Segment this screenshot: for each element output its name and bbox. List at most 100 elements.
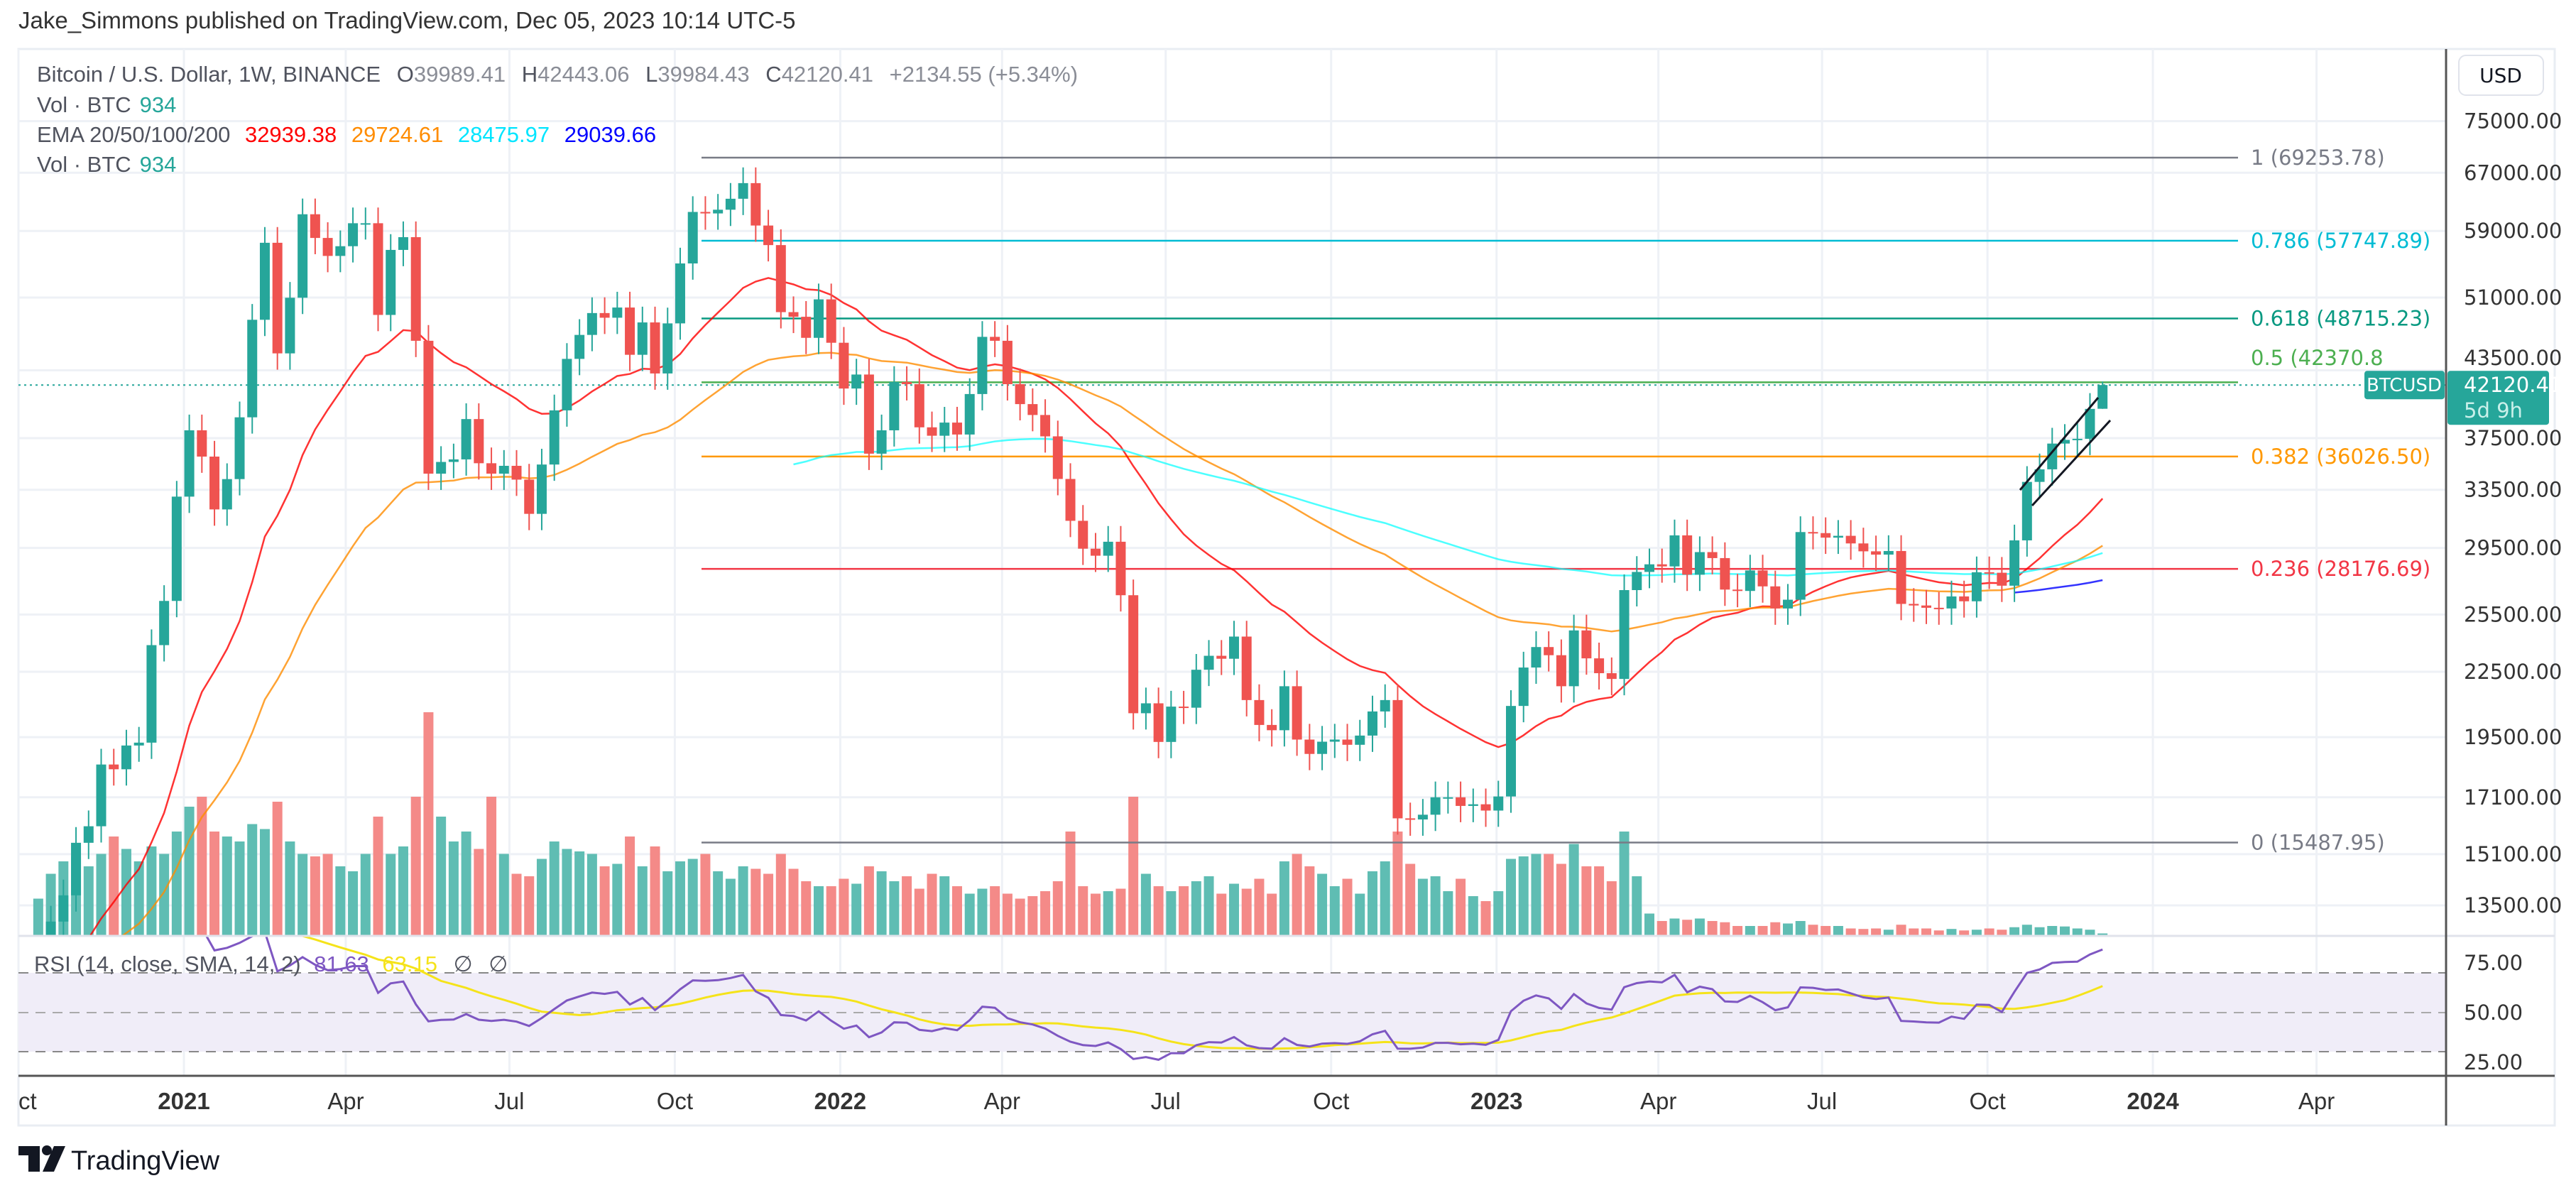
price-tick-label: 51000.00 (2464, 285, 2562, 310)
candle-body (1833, 535, 1843, 538)
candle-body (927, 427, 937, 436)
rsi-axis[interactable]: 75.00 50.00 25.00 (2464, 951, 2523, 1074)
candle-body (197, 430, 207, 457)
candle-body (1027, 404, 1038, 415)
candle-body (1128, 595, 1139, 714)
volume-bar (1002, 893, 1013, 936)
candle-body (1770, 586, 1781, 609)
volume-bar (687, 859, 698, 936)
volume-bar (1078, 886, 1088, 936)
candle-body (335, 246, 346, 256)
legend-symbol[interactable]: Bitcoin / U.S. Dollar, 1W, BINANCE (37, 62, 381, 87)
candle-body (1140, 703, 1151, 714)
volume-bar (2072, 928, 2083, 936)
candle-body (2060, 440, 2070, 444)
fib-level-label: 0.786 (57747.89) (2251, 229, 2430, 253)
candle-body (2009, 540, 2020, 586)
currency-button[interactable] (2458, 55, 2544, 96)
candle-body (348, 223, 359, 246)
volume-bar (1493, 891, 1504, 936)
time-tick-label: Jul (1151, 1088, 1181, 1114)
candle-body (410, 236, 421, 341)
candle-body (1480, 804, 1491, 811)
candle-body (1292, 686, 1302, 740)
candle-body (1166, 707, 1177, 742)
channel-upper-line[interactable] (2019, 397, 2100, 491)
time-tick-label: Apr (2298, 1088, 2335, 1114)
fib-level-label: 0 (15487.95) (2251, 831, 2385, 855)
candle-body (461, 419, 471, 459)
volume-bar (1015, 898, 1025, 936)
candle-body (713, 209, 724, 214)
volume-bar (1468, 896, 1478, 936)
volume-bar (1921, 928, 1932, 936)
volume-bar (1594, 866, 1605, 936)
legend-volume-label[interactable]: Vol · BTC (37, 92, 131, 117)
volume-bar (1770, 922, 1781, 936)
legend-ema-label[interactable]: EMA 20/50/100/200 (37, 122, 230, 147)
volume-bar (700, 854, 711, 936)
rsi-tick-label: 75.00 (2464, 951, 2523, 975)
ema100-line (793, 437, 2103, 577)
time-tick-label: Oct (1969, 1088, 2005, 1114)
volume-bar (813, 886, 824, 936)
volume-bar (1959, 930, 1970, 936)
candle-body (813, 299, 824, 338)
legend-open: 39989.41 (414, 62, 506, 87)
legend-volume2-label[interactable]: Vol · BTC (37, 152, 131, 177)
volume-bar (788, 868, 799, 936)
volume-bar (1216, 893, 1227, 936)
time-tick-label: Jul (494, 1088, 524, 1114)
volume-bar (1971, 930, 1982, 936)
volume-bar (1883, 930, 1894, 936)
price-tick-label: 75000.00 (2464, 109, 2562, 133)
volume-bar (2009, 927, 2020, 936)
candle-body (1531, 647, 1541, 668)
candle-body (1682, 535, 1693, 575)
candle-body (1468, 804, 1478, 806)
candle-body (386, 249, 396, 315)
volume-bar (360, 854, 371, 936)
candle-body (171, 496, 182, 601)
candle-body (725, 198, 736, 210)
candle-body (801, 317, 812, 338)
candle-body (751, 182, 761, 226)
candle-body (58, 895, 69, 922)
volume-bar (1329, 886, 1340, 936)
fibonacci-retracement[interactable]: 1 (69253.78) 0.786 (57747.89) 0.618 (48715… (702, 146, 2430, 855)
candle-body (234, 417, 245, 479)
volume-bar (1405, 863, 1416, 936)
candle-body (1493, 796, 1504, 811)
price-tick-label: 29500.00 (2464, 536, 2562, 560)
candle-body (121, 745, 131, 770)
price-axis[interactable]: 75000.00 67000.00 59000.00 51000.00 43500.00… (2464, 109, 2562, 917)
candle-body (45, 921, 56, 936)
candle-body (1544, 647, 1554, 655)
volume-bar (1254, 878, 1265, 936)
volume-bar (1933, 930, 1944, 936)
countdown-label: 5d 9h (2464, 398, 2523, 423)
candle-body (612, 307, 623, 318)
rsi-tick-label: 50.00 (2464, 1001, 2523, 1025)
tradingview-logo[interactable]: TradingView (18, 1145, 220, 1176)
ema-lines (89, 277, 2104, 936)
time-axis[interactable]: Oct 2021 Apr Jul Oct 2022 Apr Jul Oct 2023 Apr Jul O… (0, 1088, 2335, 1114)
volume-bar (1204, 876, 1214, 936)
channel-lower-line[interactable] (2031, 419, 2112, 507)
candle-body (939, 423, 950, 436)
candle-body (285, 298, 295, 354)
rsi-legend[interactable]: RSI (14, close, SMA, 14, 2) 81.63 63.15 … (34, 952, 508, 976)
candle-body (1707, 552, 1718, 558)
volume-bar (1644, 913, 1654, 936)
candle-body (625, 307, 635, 355)
volume-bar (1443, 891, 1453, 936)
volume-bar (1556, 863, 1566, 936)
candle-body (964, 393, 975, 435)
candle-body (1757, 570, 1768, 587)
candle-body (863, 374, 874, 454)
candle-body (1883, 550, 1894, 555)
volume-bar (259, 829, 270, 936)
volume-bar (386, 854, 396, 936)
candle-body (902, 381, 912, 385)
